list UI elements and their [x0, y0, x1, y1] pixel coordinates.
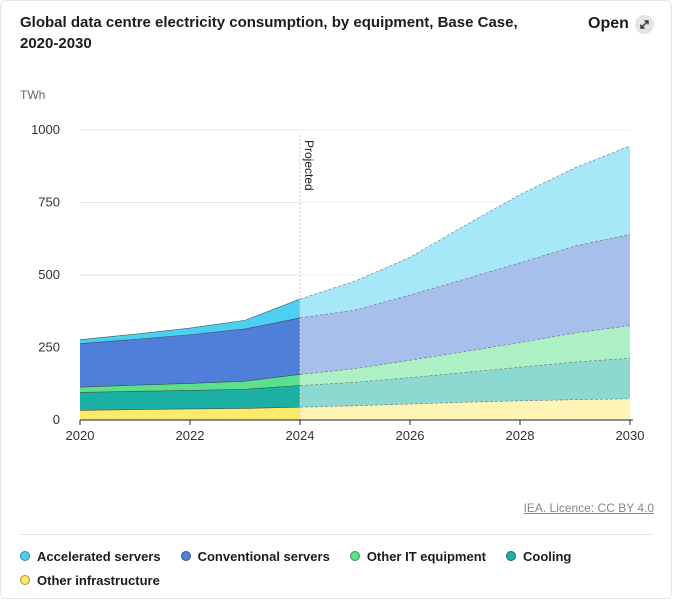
legend-item-conventional-servers[interactable]: Conventional servers: [180, 548, 330, 564]
series-outline-projected: [299, 325, 631, 375]
x-tick-label: 2020: [66, 428, 95, 443]
y-tick-label: 1000: [31, 122, 60, 137]
chart-title: Global data centre electricity consumpti…: [20, 14, 518, 52]
legend-divider: [20, 534, 654, 535]
x-tick-label: 2028: [506, 428, 535, 443]
y-tick-label: 500: [38, 267, 60, 282]
series-outline-projected: [299, 234, 631, 319]
legend-label: Conventional servers: [197, 548, 330, 564]
series-outline-projected: [299, 145, 631, 300]
legend-swatch: [180, 551, 191, 561]
open-button-label: Open: [588, 15, 629, 32]
legend-item-other-it-equipment[interactable]: Other IT equipment: [349, 548, 486, 564]
legend-label: Other IT equipment: [366, 548, 486, 564]
series-outlines: [79, 145, 631, 411]
x-tick-label: 2024: [286, 428, 315, 443]
source-link[interactable]: IEA. Licence: CC BY 4.0: [523, 501, 654, 515]
x-tick-label: 2030: [616, 428, 645, 443]
projection-label: Projected: [302, 140, 316, 191]
x-tick-label: 2022: [176, 428, 205, 443]
y-tick-label: 750: [38, 195, 60, 210]
legend-swatch: [20, 551, 30, 561]
legend-label: Accelerated servers: [37, 548, 161, 564]
tick-labels: 0 250 500 750 1000 2020 2022 2024 2026 2028 2030: [31, 122, 644, 443]
projection-shading: [300, 120, 630, 420]
legend-item-other-infrastructure[interactable]: Other infrastructure: [20, 572, 160, 588]
legend-item-cooling[interactable]: Cooling: [505, 548, 572, 564]
series-outline-historical: [79, 298, 301, 340]
series-outline-historical: [79, 317, 301, 345]
x-tick-label: 2026: [396, 428, 425, 443]
y-tick-label: 0: [53, 412, 60, 427]
projection-overlay: [300, 120, 630, 420]
expand-icon: [634, 14, 654, 34]
series-outline-historical: [79, 374, 301, 388]
axes: Projected: [79, 135, 633, 425]
legend-item-accelerated-servers[interactable]: Accelerated servers: [20, 548, 161, 564]
open-button[interactable]: Open: [588, 13, 654, 35]
y-axis-unit: TWh: [20, 88, 46, 102]
legend-label: Other infrastructure: [37, 572, 160, 588]
legend-swatch: [505, 551, 516, 561]
legend: Accelerated servers Conventional servers O…: [20, 548, 660, 588]
legend-swatch: [20, 575, 30, 585]
series-outline-historical: [79, 406, 301, 411]
series-outline-projected: [299, 357, 631, 386]
series-outline-historical: [79, 385, 301, 393]
series-outline-projected: [299, 398, 631, 408]
legend-label: Cooling: [522, 548, 572, 564]
y-tick-label: 250: [38, 340, 60, 355]
legend-swatch: [349, 551, 360, 561]
